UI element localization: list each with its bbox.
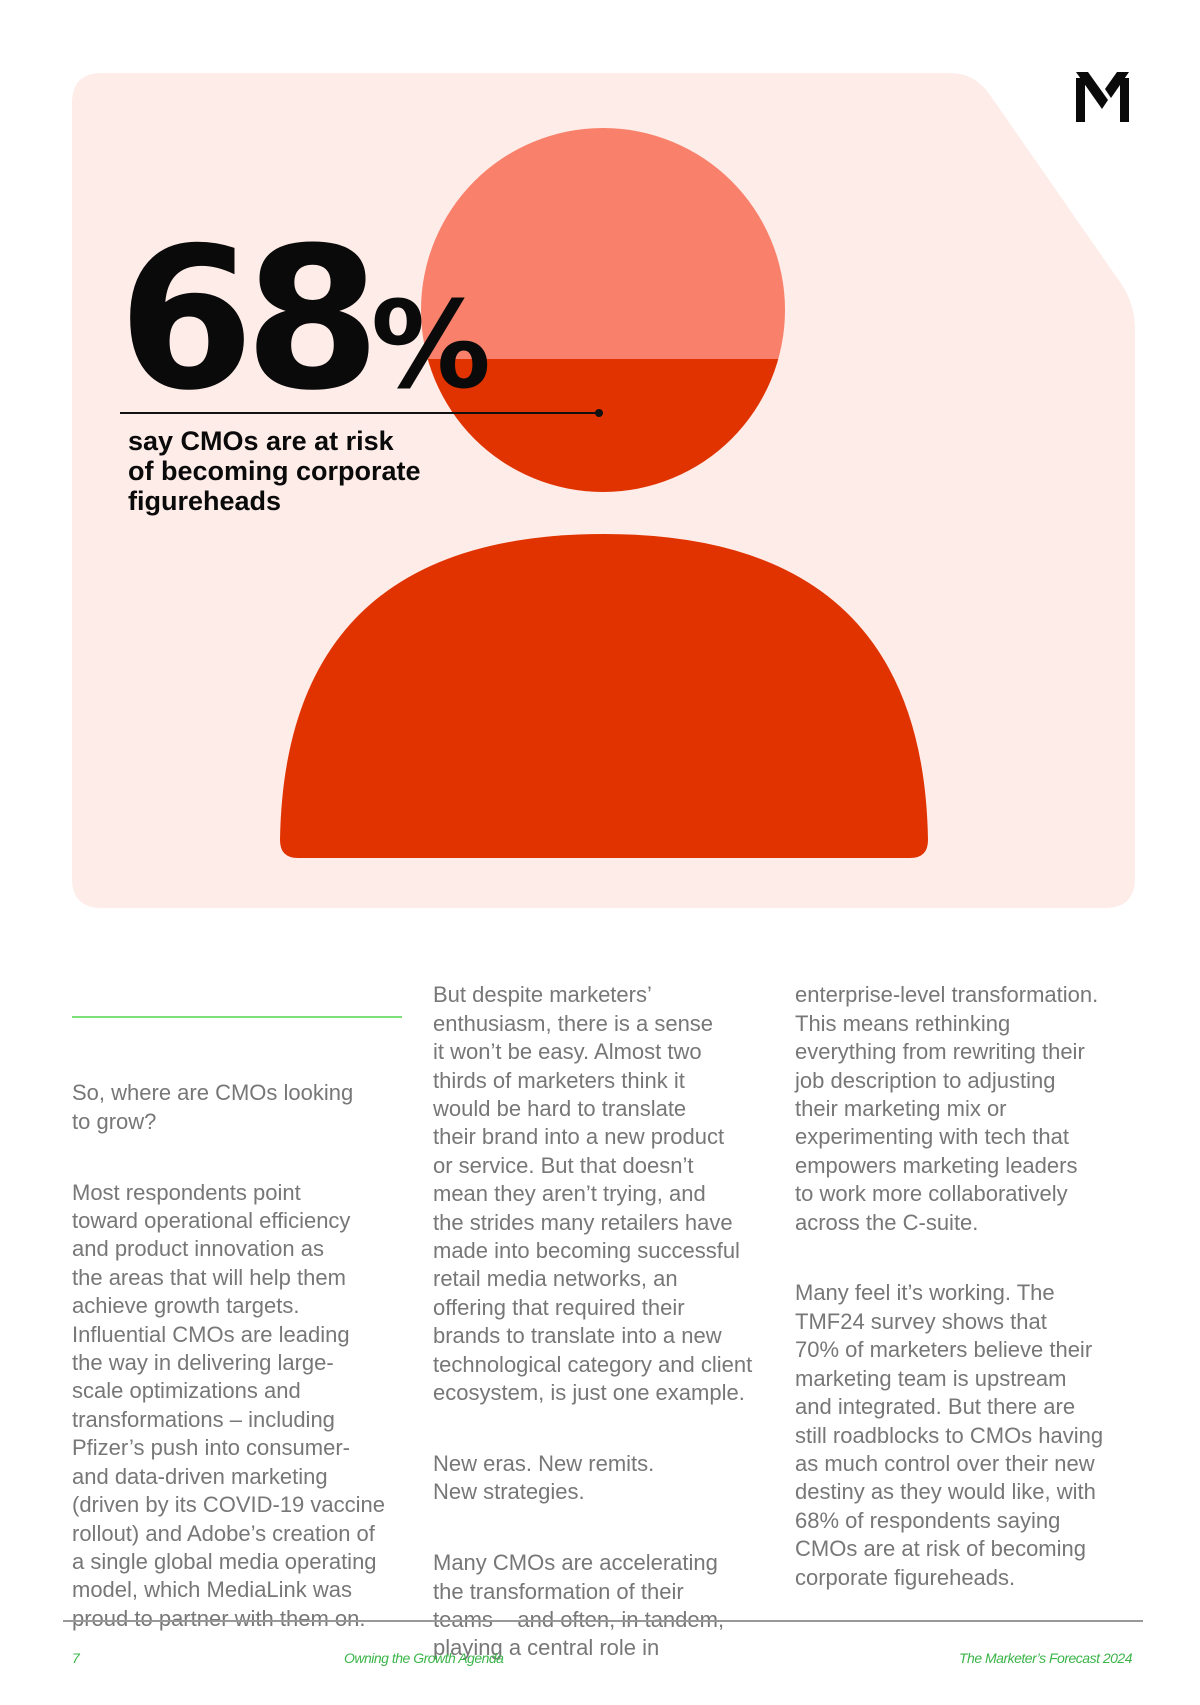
footer-section-title: Owning the Growth Agenda [344,1650,504,1666]
hero-illustration-panel [72,73,1135,908]
paragraph: Many feel it’s working. The TMF24 survey… [795,1280,1104,1590]
callout-dot [595,409,603,417]
headline-statistic: 68% [118,222,491,418]
stat-value: 68 [118,206,381,434]
section-divider [72,1016,402,1018]
text-column-1: So, where are CMOs looking to grow? Most… [72,1051,422,1676]
paragraph: New eras. New remits. New strategies. [433,1450,655,1505]
text-column-2: But despite marketers’ enthusiasm, there… [433,953,783,1705]
stat-unit: % [370,277,491,416]
medialink-logo [1076,72,1129,122]
person-body-icon [280,534,928,858]
paragraph: So, where are CMOs looking to grow? [72,1080,354,1134]
page-number: 7 [72,1650,80,1666]
paragraph: Most respondents point toward operationa… [72,1179,385,1631]
paragraph: enterprise-level transformation. This me… [795,982,1099,1235]
stat-caption: say CMOs are at risk of becoming corpora… [128,426,421,516]
text-column-3: enterprise-level transformation. This me… [795,953,1175,1634]
footer-publication-title: The Marketer’s Forecast 2024 [958,1650,1133,1666]
paragraph: Many CMOs are accelerating the transform… [433,1550,725,1661]
footer-divider [63,1620,1143,1622]
callout-line [120,412,600,414]
paragraph: But despite marketers’ enthusiasm, there… [433,982,753,1406]
